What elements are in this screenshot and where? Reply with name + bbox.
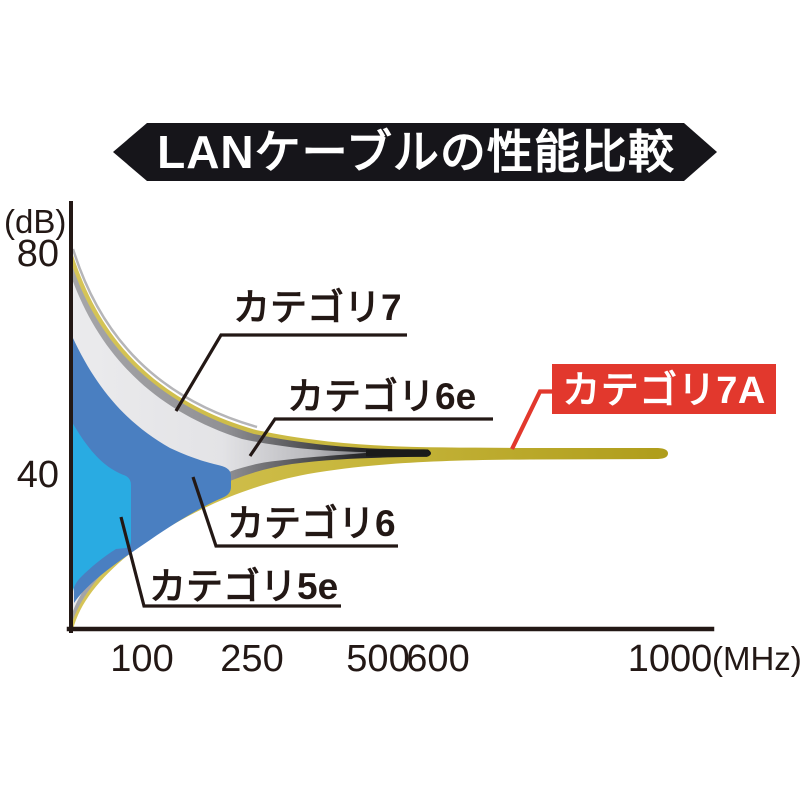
band-cat5e [72,422,131,591]
x-tick-250: 250 [220,638,283,680]
x-axis-unit: (MHz) [712,640,800,677]
cat5e-leader-line [119,516,341,608]
page-title: LANケーブルの性能比較 [157,126,675,178]
cat7-leader-line [174,333,407,412]
cat7-label: カテゴリ7 [233,286,402,328]
band-cat7-black-bar [366,449,430,457]
y-axis-unit: (dB) [4,203,66,240]
title-banner-shape [113,123,717,181]
cat7a-label: カテゴリ7A [562,369,766,412]
band-stack [71,248,668,630]
cat7a-leader-line [510,389,553,450]
title-banner: LANケーブルの性能比較 [113,123,717,181]
cat5e-label: カテゴリ5e [149,565,338,607]
cat7a-label-box [552,364,776,414]
x-tick-600: 600 [406,638,469,680]
x-tick-500: 500 [346,638,409,680]
y-tick-40: 40 [17,454,59,496]
y-tick-80: 80 [17,233,59,275]
axes [66,201,715,633]
cat6-label: カテゴリ6 [227,502,396,544]
cat6e-label: カテゴリ6e [287,375,476,417]
callouts: カテゴリ7 カテゴリ6e カテゴリ6 カテゴリ5e カテゴリ7A [119,286,776,608]
x-tick-100: 100 [110,638,173,680]
cat6e-leader-line [248,417,493,457]
band-outer-edge-highlight [71,248,258,429]
axis-labels: (dB) 80 40 100 250 500 600 1000 (MHz) [4,203,800,680]
x-tick-1000: 1000 [628,638,713,680]
band-cat6e [72,279,370,611]
cat6-leader-line [191,476,398,548]
